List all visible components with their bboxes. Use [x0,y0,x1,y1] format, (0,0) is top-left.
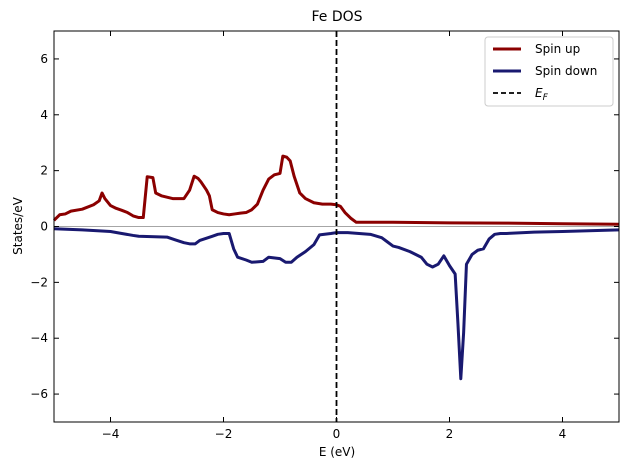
x-tick-label: −2 [215,427,233,441]
plot-area: −4 −2 0 2 4 −6 −4 −2 0 2 4 6 [30,30,620,441]
y-tick-label: −2 [30,275,48,289]
x-tick-label: 0 [333,427,341,441]
y-tick-label: 6 [40,52,48,66]
x-tick-label: 4 [559,427,567,441]
legend-label-spin-down: Spin down [535,64,597,78]
y-tick-label: 0 [40,220,48,234]
legend-box [484,36,614,107]
y-axis-label: States/eV [11,196,25,254]
x-tick-label: −4 [102,427,120,441]
series-line-spin-up [52,154,620,226]
y-tick-label: 4 [40,108,48,122]
y-tick-label: −4 [30,331,48,345]
chart-title: Fe DOS [311,9,362,25]
series-line-spin-down [53,227,620,381]
legend-label-spin-up: Spin up [535,42,580,56]
x-tick-label: 2 [446,427,454,441]
legend: Spin up Spin down EF [484,36,614,107]
legend-label-fermi: EF [535,86,549,103]
y-tick-label: −6 [30,387,48,401]
x-axis-label: E (eV) [319,445,355,459]
y-tick-label: 2 [40,164,48,178]
